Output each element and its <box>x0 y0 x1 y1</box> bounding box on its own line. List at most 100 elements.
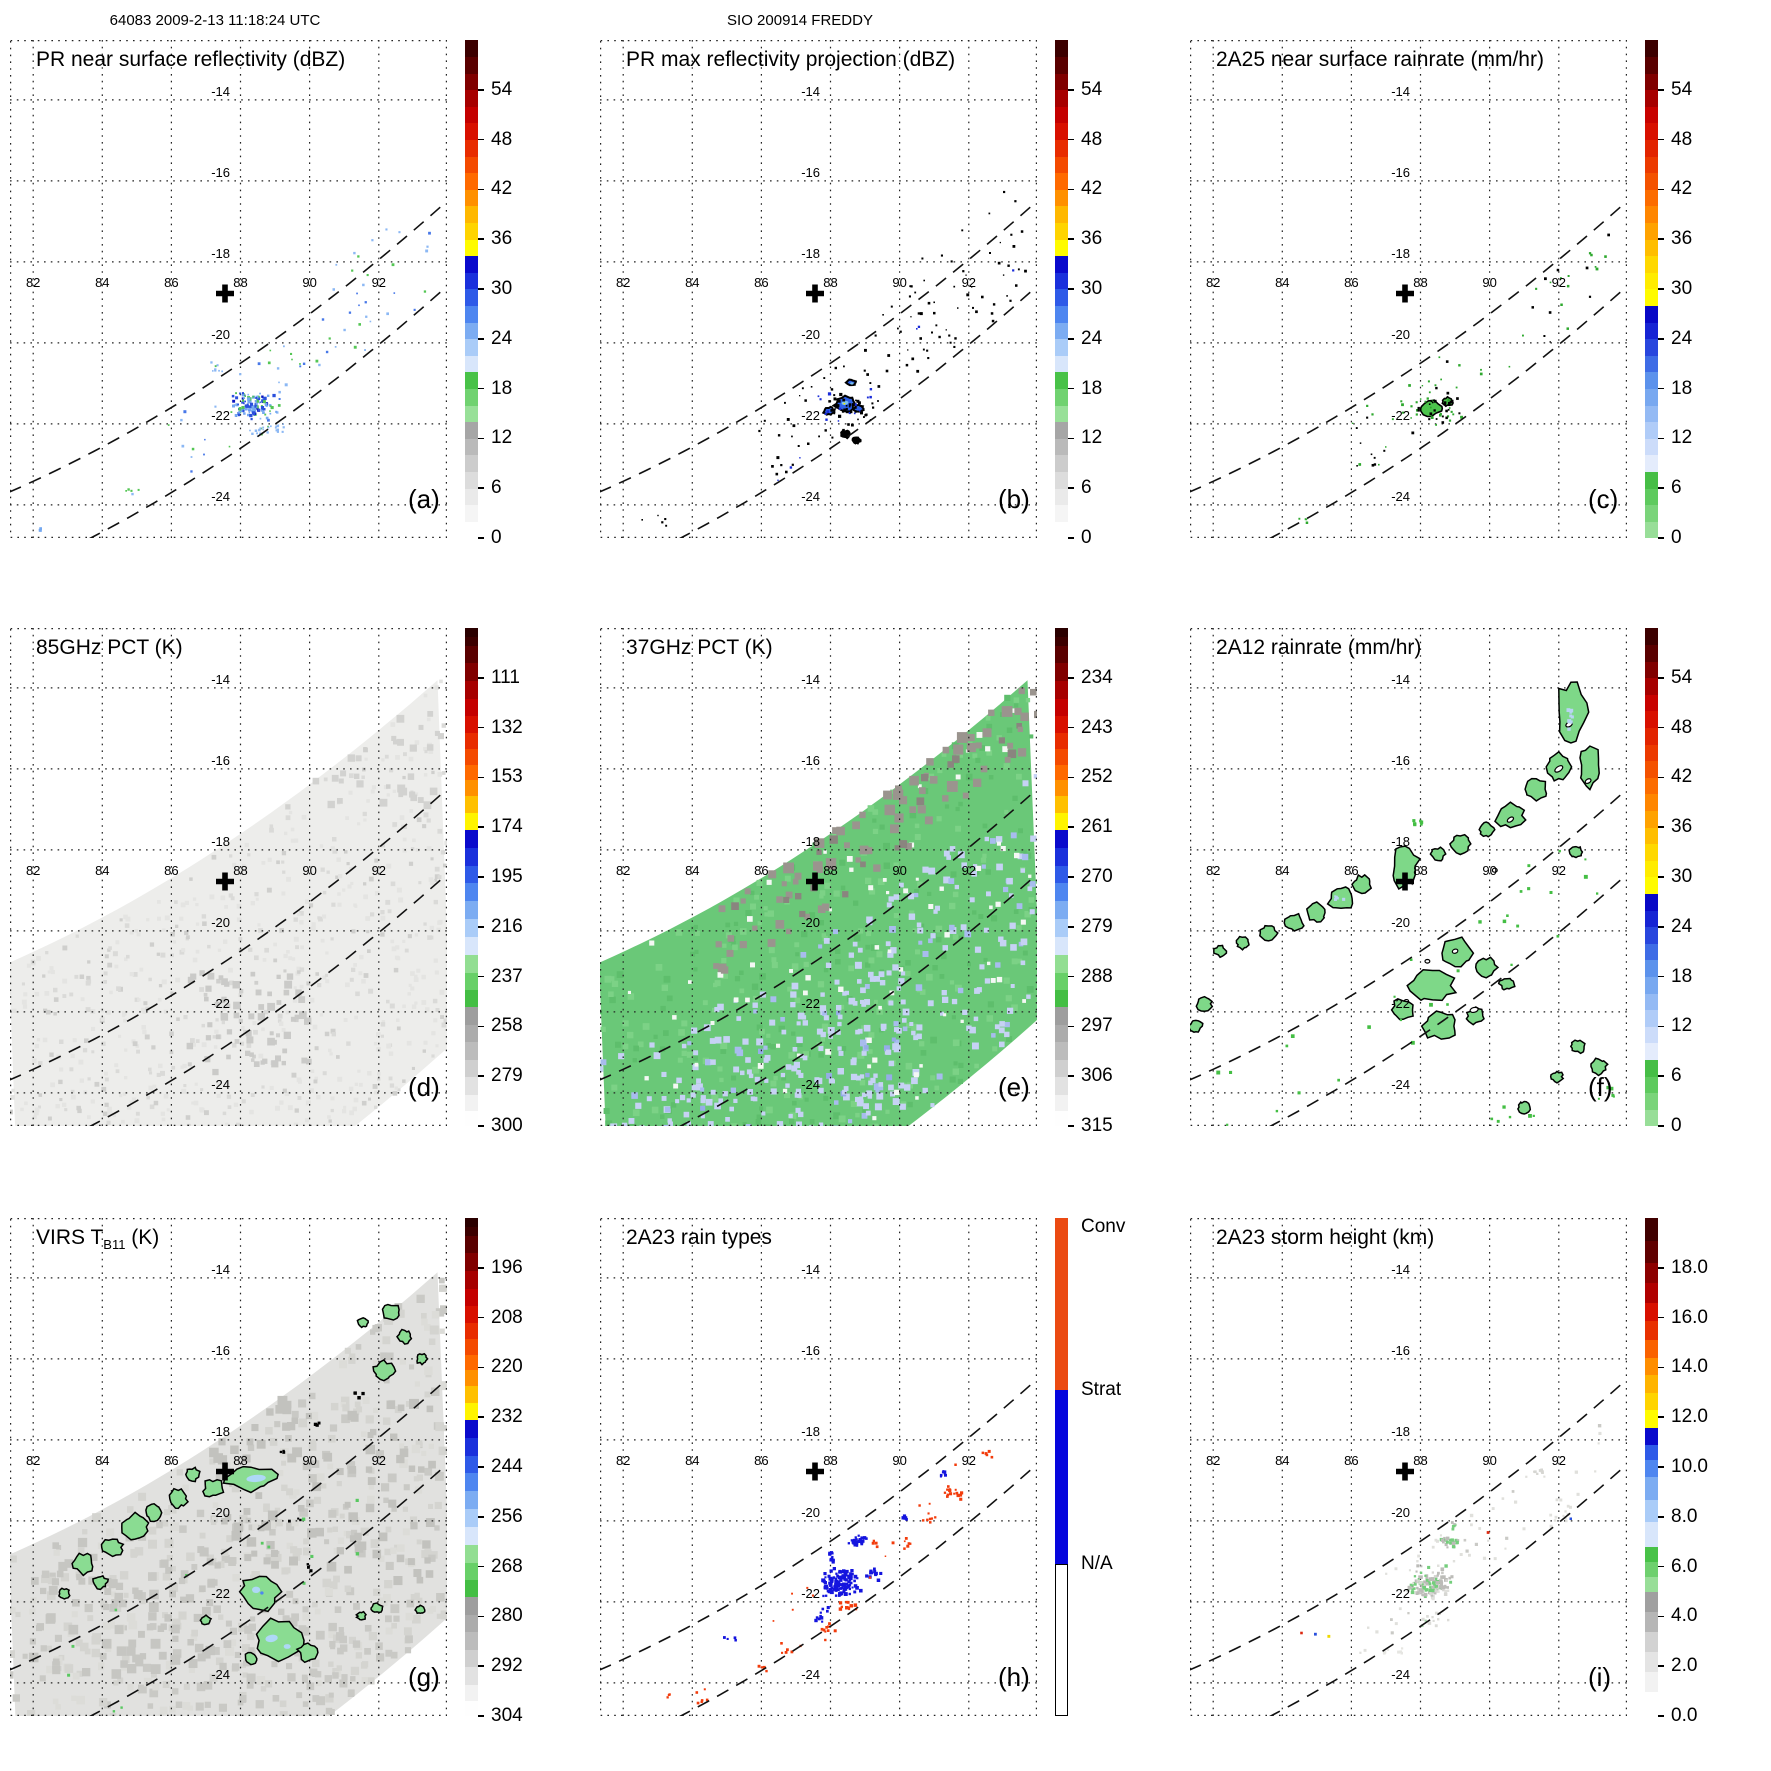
colorbar-tick-label: 18 <box>1081 377 1103 399</box>
colorbar-tick <box>1658 876 1664 878</box>
panel-title-segment: 2A25 near surface rainrate (mm/hr) <box>1216 48 1544 71</box>
colorbar-tick-label: 12 <box>1671 427 1693 449</box>
colorbar-tick <box>1658 975 1664 978</box>
colorbar-tick <box>478 537 484 539</box>
svg-text:90: 90 <box>302 1453 316 1468</box>
colorbar-tick-label: 0.0 <box>1671 1705 1698 1726</box>
map-e: 82 84 86 88 90 92 -14 -16 -18 -20 -22 -24 <box>600 628 1037 1126</box>
colorbar-segment <box>1645 1374 1658 1393</box>
colorbar-segment <box>465 521 478 539</box>
svg-text:-14: -14 <box>801 1262 820 1277</box>
colorbar-tick-label: 220 <box>491 1356 523 1378</box>
panel-title-c: 2A25 near surface rainrate (mm/hr) <box>1216 48 1544 72</box>
colorbar-segment <box>1055 372 1068 390</box>
svg-text:-24: -24 <box>801 1667 820 1682</box>
colorbar-segment <box>1055 405 1068 423</box>
svg-text:-22: -22 <box>1391 996 1410 1011</box>
colorbar-segment <box>1645 1282 1658 1304</box>
colorbar-segment <box>1645 189 1658 207</box>
colorbar-tick <box>478 188 484 191</box>
colorbar-segment <box>1645 372 1658 390</box>
pr-swath-edge-lines <box>600 202 1035 538</box>
svg-text:90: 90 <box>302 275 316 290</box>
colorbar-segment <box>465 1339 478 1356</box>
colorbar-tick <box>478 677 484 679</box>
colorbar-segment <box>1055 222 1068 240</box>
colorbar-b: 54 48 42 36 30 24 18 12 6 0 <box>1055 40 1102 548</box>
svg-text:90: 90 <box>892 275 906 290</box>
colorbar-segment <box>465 663 478 682</box>
colorbar-segment <box>1645 1591 1658 1612</box>
colorbar-segment <box>465 918 478 938</box>
svg-text:88: 88 <box>1413 1453 1427 1468</box>
colorbar-tick <box>1068 1125 1074 1127</box>
colorbar-tick <box>478 89 484 91</box>
colorbar-segment <box>465 1253 478 1272</box>
svg-text:88: 88 <box>823 275 837 290</box>
svg-text:92: 92 <box>962 1453 976 1468</box>
svg-text:-20: -20 <box>1391 915 1410 930</box>
colorbar-segment <box>1645 322 1658 340</box>
colorbar-category-label: Conv <box>1081 1216 1126 1237</box>
colorbar-tick-label: 42 <box>1671 766 1693 788</box>
svg-text:86: 86 <box>754 1453 768 1468</box>
colorbar-segment <box>1645 421 1658 439</box>
colorbar-tick-label: 18 <box>1671 377 1693 399</box>
svg-text:-20: -20 <box>211 1505 230 1520</box>
colorbar-segment <box>465 73 478 91</box>
colorbar-tick-label: 24 <box>491 327 513 349</box>
colorbar-tick <box>478 1416 484 1418</box>
colorbar-tick <box>478 826 484 828</box>
colorbar-tick-label: 256 <box>491 1505 523 1527</box>
colorbar-tick <box>1658 89 1664 91</box>
colorbar-tick-label: 174 <box>491 816 523 838</box>
colorbar-tick-label: 24 <box>1671 327 1693 349</box>
svg-text:-18: -18 <box>1391 834 1410 849</box>
colorbar-tick <box>1658 926 1664 928</box>
colorbar-tick <box>478 138 484 141</box>
colorbar-segment <box>1055 471 1068 489</box>
colorbar-e: 234 243 252 261 270 279 288 297 306 315 <box>1055 628 1113 1136</box>
colorbar-segment <box>1645 677 1658 695</box>
colorbar-segment <box>465 764 478 781</box>
colorbar-segment <box>1645 1302 1658 1321</box>
svg-text:-24: -24 <box>211 1077 230 1092</box>
gridlines <box>10 1218 447 1716</box>
colorbar-tick-label: 234 <box>1081 666 1113 688</box>
storm-center-marker <box>806 1462 824 1481</box>
colorbar-segment <box>1055 172 1068 190</box>
colorbar-segment <box>1645 272 1658 290</box>
colorbar-segment <box>1055 628 1068 638</box>
colorbar-segment <box>1645 1611 1658 1632</box>
colorbar-segment <box>1055 645 1068 664</box>
gridlines <box>1190 1218 1627 1716</box>
svg-text:86: 86 <box>164 863 178 878</box>
svg-text:88: 88 <box>233 863 247 878</box>
colorbar-segment <box>465 139 478 157</box>
panel-title-segment: 2A23 rain types <box>626 1226 772 1249</box>
colorbar-tick-label: 252 <box>1081 766 1113 788</box>
colorbar-tick-label: 270 <box>1081 866 1113 887</box>
panel-title-i: 2A23 storm height (km) <box>1216 1226 1434 1250</box>
colorbar-segment <box>465 1455 478 1474</box>
colorbar-tick-label: 279 <box>491 1065 523 1087</box>
grid-labels: 82 84 86 88 90 92 -14 -16 -18 -20 -22 -24 <box>26 1262 386 1682</box>
svg-text:82: 82 <box>1206 275 1220 290</box>
colorbar-segment-strat <box>1055 1389 1068 1565</box>
svg-text:-14: -14 <box>211 84 230 99</box>
svg-text:82: 82 <box>616 1453 630 1468</box>
colorbar-tick-label: 36 <box>491 228 513 250</box>
colorbar-segment <box>465 865 478 884</box>
grid-labels: 82 84 86 88 90 92 -14 -16 -18 -20 -22 -24 <box>1206 1262 1566 1682</box>
colorbar-tick <box>1068 677 1074 679</box>
colorbar-segment <box>465 206 478 224</box>
colorbar-segment <box>465 715 478 734</box>
svg-text:-18: -18 <box>1391 1424 1410 1439</box>
colorbar-tick <box>478 1125 484 1127</box>
panel-c: 82 84 86 88 90 92 -14 -16 -18 -20 -22 -24 2A25 near … <box>1190 40 1738 570</box>
panel-letter-c: (c) <box>1588 484 1619 514</box>
colorbar-tick <box>478 1565 484 1568</box>
svg-text:-20: -20 <box>1391 327 1410 342</box>
svg-text:-22: -22 <box>801 408 820 423</box>
svg-text:-18: -18 <box>801 834 820 849</box>
